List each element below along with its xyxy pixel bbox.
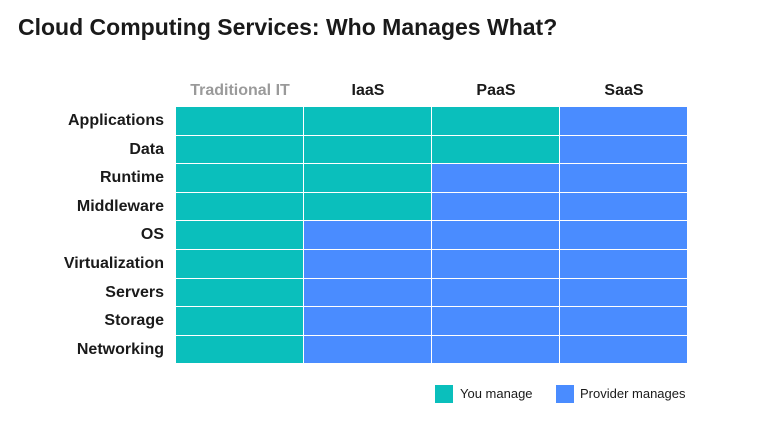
matrix-cell-provider-manages <box>560 135 688 165</box>
column-header-traditional-it: Traditional IT <box>190 82 290 99</box>
row-label-middleware: Middleware <box>76 197 164 215</box>
matrix-cell-provider-manages <box>560 221 688 250</box>
matrix-cell-you-manage <box>176 250 304 279</box>
legend-label-you-manage: You manage <box>460 386 533 401</box>
column-header-saas: SaaS <box>604 82 644 99</box>
legend-swatch-you-manage <box>435 385 453 403</box>
row-label-applications: Applications <box>67 112 164 129</box>
matrix-cell-you-manage <box>176 164 304 193</box>
matrix-cell-you-manage <box>304 192 432 222</box>
matrix-cell-provider-manages <box>560 164 688 193</box>
matrix-cell-provider-manages <box>432 250 560 279</box>
matrix-cell-provider-manages <box>560 107 688 136</box>
matrix-cell-provider-manages <box>304 278 432 308</box>
matrix-cell-you-manage <box>176 278 304 308</box>
matrix-cell-you-manage <box>176 221 304 250</box>
matrix-cell-you-manage <box>176 107 304 136</box>
matrix-cell-provider-manages <box>560 335 688 365</box>
matrix-cell-provider-manages <box>304 335 432 365</box>
row-label-runtime: Runtime <box>100 169 164 187</box>
matrix-cell-provider-manages <box>560 192 688 222</box>
matrix-cell-provider-manages <box>432 278 560 308</box>
column-header-iaas: IaaS <box>351 82 385 99</box>
matrix-cell-you-manage <box>432 107 560 136</box>
matrix-cell-provider-manages <box>432 192 560 222</box>
matrix-cell-you-manage <box>176 192 304 222</box>
matrix-cell-you-manage <box>176 307 304 336</box>
matrix-cell-provider-manages <box>432 335 560 365</box>
matrix-cell-provider-manages <box>304 221 432 250</box>
matrix-cell-provider-manages <box>432 221 560 250</box>
matrix-cell-provider-manages <box>560 307 688 336</box>
matrix-cell-you-manage <box>176 335 304 365</box>
column-header-paas: PaaS <box>476 82 516 99</box>
matrix-cell-you-manage <box>432 135 560 165</box>
matrix-cell-provider-manages <box>304 307 432 336</box>
row-label-networking: Networking <box>76 340 164 358</box>
matrix-cell-you-manage <box>304 164 432 193</box>
matrix-cell-you-manage <box>176 135 304 165</box>
legend-label-provider-manages: Provider manages <box>580 386 686 401</box>
row-label-os: OS <box>140 226 164 244</box>
matrix-cell-provider-manages <box>432 307 560 336</box>
matrix-cell-provider-manages <box>304 250 432 279</box>
row-label-servers: Servers <box>105 283 164 301</box>
row-label-virtualization: Virtualization <box>63 255 164 272</box>
row-label-storage: Storage <box>104 312 164 330</box>
matrix-cell-provider-manages <box>432 164 560 193</box>
matrix-cell-provider-manages <box>560 250 688 279</box>
legend-swatch-provider-manages <box>556 385 574 403</box>
row-label-data: Data <box>129 140 164 158</box>
matrix-cell-you-manage <box>304 135 432 165</box>
matrix-cell-provider-manages <box>560 278 688 308</box>
matrix-cell-you-manage <box>304 107 432 136</box>
page-title: Cloud Computing Services: Who Manages Wh… <box>18 14 558 40</box>
